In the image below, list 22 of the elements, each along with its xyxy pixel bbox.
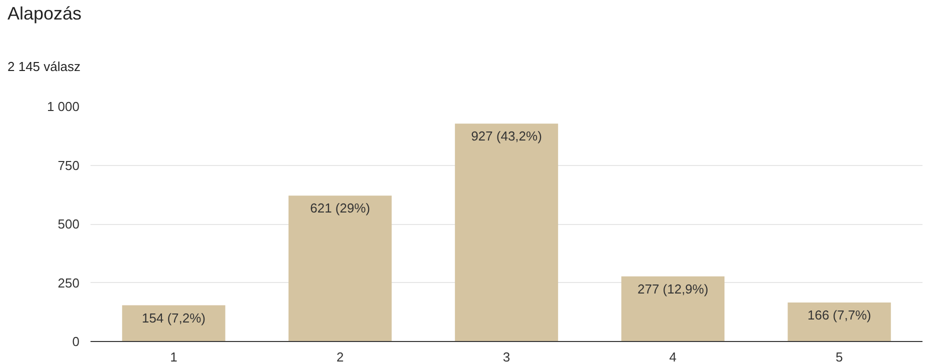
data-label: 927 (43,2%) bbox=[471, 128, 542, 144]
y-tick-label: 750 bbox=[58, 158, 80, 173]
x-tick-label: 5 bbox=[836, 350, 843, 364]
x-tick-label: 3 bbox=[502, 350, 510, 364]
y-tick-label: 250 bbox=[58, 275, 80, 290]
x-tick-label: 4 bbox=[669, 350, 677, 364]
bar bbox=[788, 302, 891, 342]
x-tick-label: 2 bbox=[336, 350, 344, 364]
bar bbox=[621, 276, 724, 342]
bar bbox=[288, 196, 392, 342]
bar bbox=[454, 124, 558, 342]
y-tick-label: 1 000 bbox=[46, 99, 80, 114]
chart-title: Alapozás bbox=[8, 4, 82, 24]
data-label: 154 (7,2%) bbox=[142, 310, 206, 326]
y-tick-label: 0 bbox=[72, 334, 80, 349]
y-tick-label: 500 bbox=[58, 216, 80, 232]
data-label: 277 (12,9%) bbox=[637, 281, 708, 296]
data-label: 621 (29%) bbox=[310, 200, 370, 216]
bar bbox=[122, 305, 226, 342]
chart-subtitle: 2 145 válasz bbox=[8, 59, 80, 74]
x-tick-label: 1 bbox=[170, 350, 178, 364]
data-label: 166 (7,7%) bbox=[808, 307, 872, 322]
